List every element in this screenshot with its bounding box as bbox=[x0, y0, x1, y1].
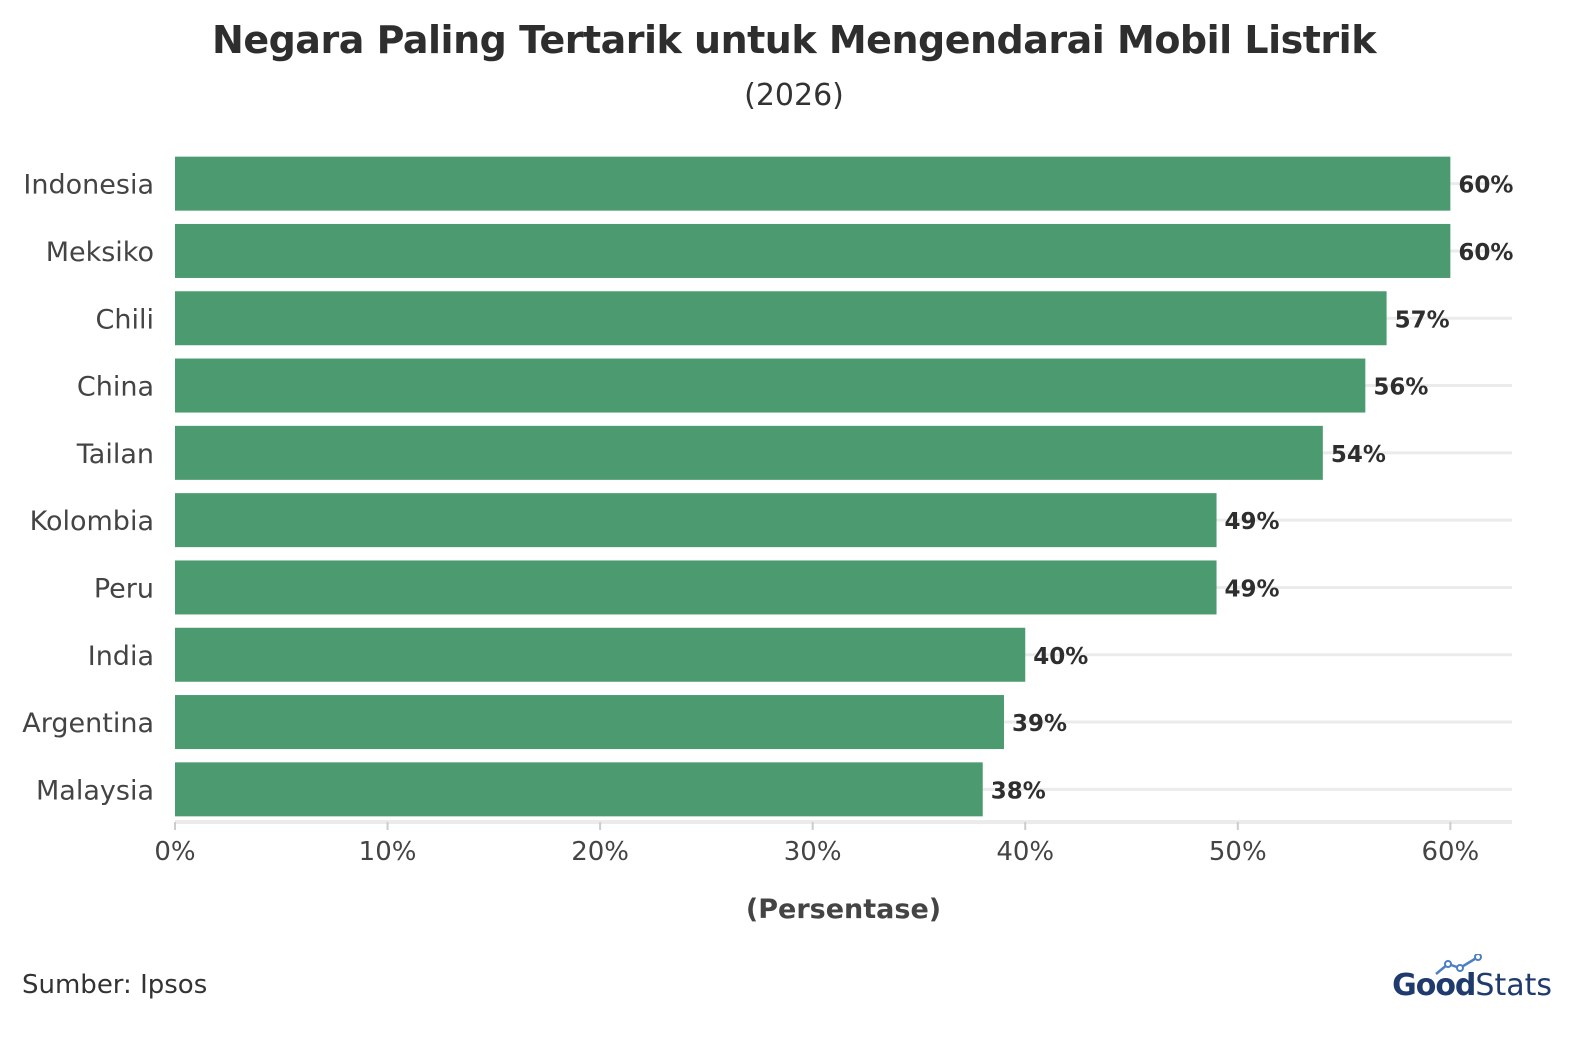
category-label: China bbox=[77, 372, 154, 403]
x-axis-label: (Persentase) bbox=[746, 894, 941, 925]
source-note: Sumber: Ipsos bbox=[22, 970, 208, 1000]
category-label: Argentina bbox=[22, 708, 154, 739]
trend-line-icon bbox=[1435, 954, 1483, 975]
category-label: Indonesia bbox=[23, 170, 154, 201]
category-label: Kolombia bbox=[30, 506, 154, 537]
bar bbox=[175, 627, 1026, 682]
x-tick-label: 0% bbox=[154, 837, 195, 867]
bar-chart: 60% Indonesia 60% Meksiko 57% Chili 56% China 54… bbox=[22, 156, 1513, 925]
data-label: 60% bbox=[1458, 240, 1513, 266]
data-label: 60% bbox=[1458, 173, 1513, 199]
bar bbox=[175, 156, 1451, 211]
bar bbox=[175, 762, 983, 817]
bar bbox=[175, 291, 1387, 346]
category-label: Meksiko bbox=[46, 237, 154, 268]
bar bbox=[175, 493, 1217, 548]
x-tick-label: 50% bbox=[1209, 837, 1267, 867]
logo-stats-text: Stats bbox=[1475, 968, 1552, 1003]
category-label: Malaysia bbox=[36, 775, 154, 806]
bar bbox=[175, 560, 1217, 615]
category-label: India bbox=[88, 641, 154, 672]
category-label: Tailan bbox=[76, 439, 154, 470]
x-tick-label: 60% bbox=[1421, 837, 1479, 867]
data-label: 54% bbox=[1331, 442, 1386, 468]
category-label: Chili bbox=[96, 304, 154, 335]
x-tick-label: 40% bbox=[996, 837, 1054, 867]
data-label: 40% bbox=[1033, 644, 1088, 670]
chart-subtitle: (2026) bbox=[744, 78, 844, 113]
goodstats-logo: GoodStats bbox=[1392, 954, 1552, 1003]
bar bbox=[175, 695, 1004, 750]
chart-title: Negara Paling Tertarik untuk Mengendarai… bbox=[212, 18, 1376, 62]
x-tick-label: 30% bbox=[784, 837, 842, 867]
x-tick-label: 10% bbox=[359, 837, 417, 867]
data-label: 57% bbox=[1395, 307, 1450, 333]
data-label: 39% bbox=[1012, 711, 1067, 737]
data-label: 49% bbox=[1225, 509, 1280, 535]
x-tick-label: 20% bbox=[571, 837, 629, 867]
bar bbox=[175, 223, 1451, 278]
data-label: 38% bbox=[991, 778, 1046, 804]
logo-good-text: Good bbox=[1392, 968, 1476, 1003]
data-label: 56% bbox=[1373, 375, 1428, 401]
bar bbox=[175, 358, 1366, 413]
data-label: 49% bbox=[1225, 576, 1280, 602]
bar bbox=[175, 425, 1323, 480]
category-label: Peru bbox=[94, 573, 154, 604]
